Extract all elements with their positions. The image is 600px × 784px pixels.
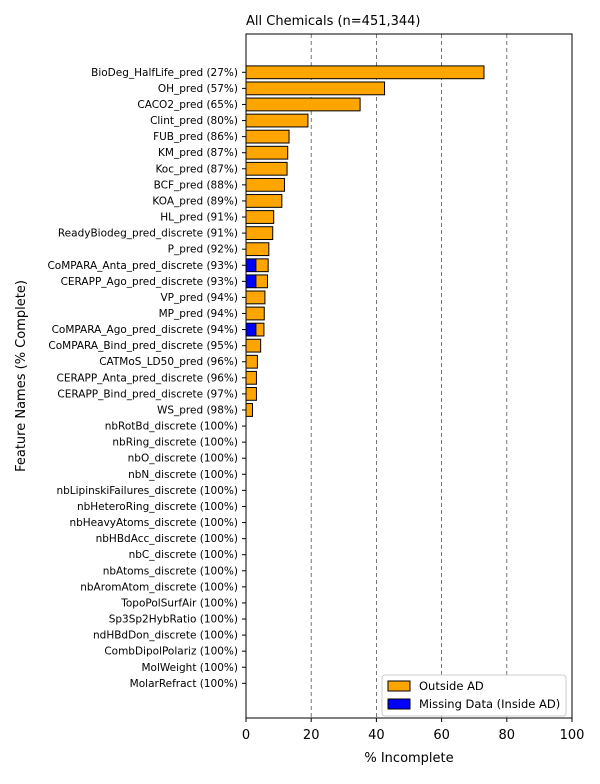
bar-outside-ad xyxy=(245,194,283,208)
y-tick-label: CoMPARA_Anta_pred_discrete (93%) xyxy=(47,260,238,272)
bar-outside-ad xyxy=(245,65,485,80)
bar-outside-ad xyxy=(245,113,309,128)
y-tick-label: WS_pred (98%) xyxy=(157,404,238,416)
bar-outside-ad xyxy=(245,81,386,96)
bar-outside-ad xyxy=(245,290,266,305)
bar-outside-ad xyxy=(245,129,290,144)
bar-outside-ad xyxy=(245,210,275,224)
legend-label: Missing Data (Inside AD) xyxy=(419,697,560,711)
bar-outside-ad xyxy=(255,322,265,337)
legend-label: Outside AD xyxy=(419,679,484,693)
bar-missing-data xyxy=(245,322,257,337)
y-tick-layer: BioDeg_HalfLife_pred (27%) OH_pred (57%) C… xyxy=(47,67,246,690)
x-tick-label: 0 xyxy=(242,728,250,743)
y-tick-label: CERAPP_Anta_pred_discrete (96%) xyxy=(56,372,238,384)
x-tick-label: 100 xyxy=(560,728,585,743)
bar-outside-ad xyxy=(245,370,257,385)
bar-outside-ad xyxy=(245,97,361,112)
bar-layer xyxy=(245,65,485,417)
y-tick-label: nbLipinskiFailures_discrete (100%) xyxy=(56,485,238,497)
y-tick-label: CERAPP_Ago_pred_discrete (93%) xyxy=(61,276,238,288)
x-tick-layer: 0 20 40 60 80 100 xyxy=(242,718,585,743)
plot-frame xyxy=(245,33,573,719)
y-tick-label: nbN_discrete (100%) xyxy=(128,469,238,481)
y-tick-label: Koc_pred (87%) xyxy=(155,163,238,175)
y-tick-label: nbHeavyAtoms_discrete (100%) xyxy=(69,517,238,529)
bar-outside-ad xyxy=(245,403,254,417)
x-tick-label: 80 xyxy=(499,728,516,743)
y-axis-label: Feature Names (% Complete) xyxy=(14,280,29,472)
y-tick-label: TopoPolSurfAir (100%) xyxy=(120,597,238,609)
y-tick-label: CERAPP_Bind_pred_discrete (97%) xyxy=(57,388,238,400)
bar-outside-ad xyxy=(245,226,274,240)
y-tick-label: nbRotBd_discrete (100%) xyxy=(105,421,238,433)
y-tick-label: nbC_discrete (100%) xyxy=(129,549,238,561)
y-tick-label: MolWeight (100%) xyxy=(141,662,238,674)
y-tick-label: nbHeteroRing_discrete (100%) xyxy=(77,501,238,513)
bar-outside-ad xyxy=(245,145,289,160)
bar-outside-ad xyxy=(245,338,262,353)
legend: Outside AD Missing Data (Inside AD) xyxy=(381,674,567,717)
y-tick-label: ReadyBiodeg_pred_discrete (91%) xyxy=(58,228,238,240)
bar-outside-ad xyxy=(245,387,257,401)
y-tick-label: CoMPARA_Bind_pred_discrete (95%) xyxy=(48,340,238,352)
y-tick-label: CombDipolPolariz (100%) xyxy=(104,646,238,658)
legend-swatch xyxy=(387,680,411,692)
bar-outside-ad xyxy=(245,354,258,369)
y-tick-label: CACO2_pred (65%) xyxy=(137,99,238,111)
x-tick-label: 20 xyxy=(303,728,320,743)
y-tick-label: BioDeg_HalfLife_pred (27%) xyxy=(91,67,238,79)
y-tick-label: nbAtoms_discrete (100%) xyxy=(103,565,238,577)
bar-outside-ad xyxy=(245,161,288,176)
y-tick-label: CATMoS_LD50_pred (96%) xyxy=(99,356,238,368)
y-tick-label: MolarRefract (100%) xyxy=(130,678,238,690)
y-tick-label: BCF_pred (88%) xyxy=(154,179,238,191)
bar-outside-ad xyxy=(255,258,269,273)
bar-outside-ad xyxy=(255,274,269,289)
bar-missing-data xyxy=(245,258,257,273)
bar-outside-ad xyxy=(245,177,285,192)
legend-swatch xyxy=(387,698,411,710)
y-tick-label: nbAromAtom_discrete (100%) xyxy=(80,581,238,593)
bar-missing-data xyxy=(245,274,257,289)
y-tick-label: nbRing_discrete (100%) xyxy=(112,437,238,449)
chart-title: All Chemicals (n=451,344) xyxy=(246,14,421,29)
y-tick-label: OH_pred (57%) xyxy=(158,83,238,95)
y-tick-label: P_pred (92%) xyxy=(168,244,238,256)
x-axis-label: % Incomplete xyxy=(364,751,453,766)
x-tick-label: 40 xyxy=(368,728,385,743)
legend-box xyxy=(381,674,567,717)
y-tick-label: KM_pred (87%) xyxy=(158,147,238,159)
bar-outside-ad xyxy=(245,242,270,257)
y-tick-label: nbHBdAcc_discrete (100%) xyxy=(96,533,238,545)
y-tick-label: VP_pred (94%) xyxy=(160,292,238,304)
y-tick-label: nbO_discrete (100%) xyxy=(128,453,238,465)
y-tick-label: Sp3Sp2HybRatio (100%) xyxy=(109,614,238,626)
y-tick-label: MP_pred (94%) xyxy=(159,308,238,320)
bar-outside-ad xyxy=(245,306,265,321)
y-tick-label: Clint_pred (80%) xyxy=(150,115,238,127)
grid-layer xyxy=(310,34,508,718)
y-tick-label: HL_pred (91%) xyxy=(160,212,238,224)
y-tick-label: ndHBdDon_discrete (100%) xyxy=(93,630,238,642)
y-tick-label: FUB_pred (86%) xyxy=(153,131,238,143)
y-tick-label: KOA_pred (89%) xyxy=(152,195,238,207)
x-tick-label: 60 xyxy=(433,728,450,743)
y-tick-label: CoMPARA_Ago_pred_discrete (94%) xyxy=(52,324,238,336)
